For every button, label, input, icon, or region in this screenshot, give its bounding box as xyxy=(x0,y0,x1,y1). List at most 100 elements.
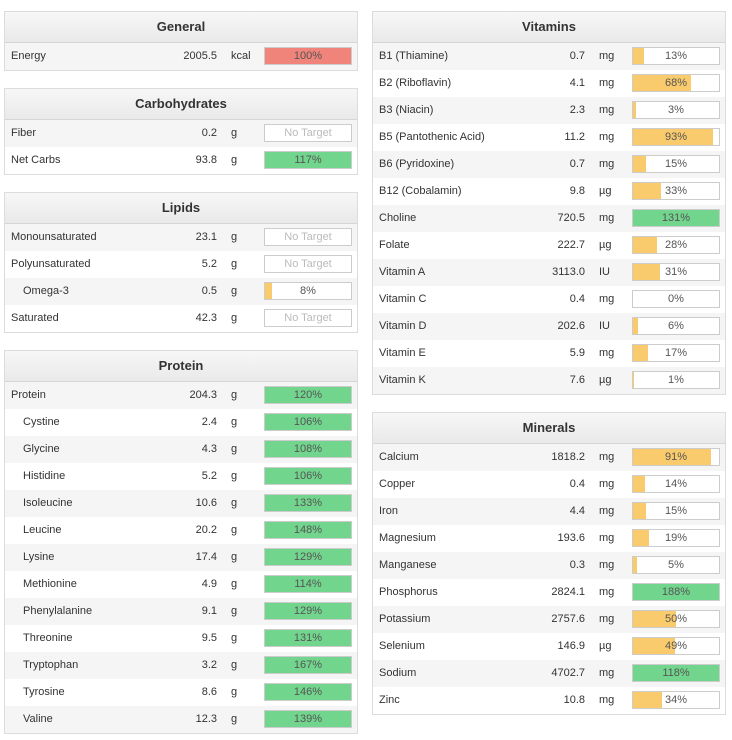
nutrient-unit: mg xyxy=(599,505,615,517)
nutrient-amount: 0.2 xyxy=(201,127,217,139)
nutrient-unit: mg xyxy=(599,347,615,359)
nutrient-name: Isoleucine xyxy=(23,497,73,509)
nutrient-row: B12 (Cobalamin) 9.8 µg 33% xyxy=(373,178,725,205)
nutrient-unit: g xyxy=(231,443,238,455)
nutrient-row: Methionine 4.9 g 114% xyxy=(5,571,357,598)
nutrient-row: Protein 204.3 g 120% xyxy=(5,382,357,409)
percent-label: 15% xyxy=(664,505,688,517)
nutrient-unit: µg xyxy=(599,239,612,251)
nutrient-name: Potassium xyxy=(379,613,431,625)
percent-label: 17% xyxy=(664,347,688,359)
percent-label: 117% xyxy=(294,154,322,166)
nutrient-unit: mg xyxy=(599,293,615,305)
nutrient-row: Monounsaturated 23.1 g No Target xyxy=(5,224,357,251)
nutrient-amount: 2.4 xyxy=(201,416,217,428)
percent-label: 5% xyxy=(668,559,684,571)
panel-rows: Protein 204.3 g 120% Cystine 2.4 g 106% Glycine 4… xyxy=(5,382,357,733)
target-fill xyxy=(633,210,719,226)
nutrient-name: B3 (Niacin) xyxy=(379,104,434,116)
no-target-label: No Target xyxy=(284,231,332,243)
target-bar: 106% xyxy=(264,413,352,431)
nutrient-row: Histidine 5.2 g 106% xyxy=(5,463,357,490)
target-bar: 120% xyxy=(264,386,352,404)
nutrient-name: Selenium xyxy=(379,640,425,652)
nutrient-unit: mg xyxy=(599,212,615,224)
nutrient-unit: g xyxy=(231,470,238,482)
nutrient-name: Iron xyxy=(379,505,398,517)
nutrient-row: Zinc 10.8 mg 34% xyxy=(373,687,725,714)
nutrient-amount: 4.1 xyxy=(569,77,585,89)
panel-rows: B1 (Thiamine) 0.7 mg 13% B2 (Riboflavin) 4.1 m… xyxy=(373,43,725,394)
no-target-label: No Target xyxy=(284,312,332,324)
percent-label: 14% xyxy=(664,478,688,490)
column: Vitamins B1 (Thiamine) 0.7 mg 13% B2 (Ribofla… xyxy=(372,11,726,732)
nutrient-row: Potassium 2757.6 mg 50% xyxy=(373,606,725,633)
target-bar: 146% xyxy=(264,683,352,701)
target-bar: 188% xyxy=(632,583,720,601)
target-bar: 8% xyxy=(264,282,352,300)
target-fill xyxy=(633,449,712,465)
nutrient-row: Glycine 4.3 g 108% xyxy=(5,436,357,463)
target-fill xyxy=(265,495,351,511)
nutrient-row: Magnesium 193.6 mg 19% xyxy=(373,525,725,552)
percent-label: 0% xyxy=(668,293,684,305)
nutrient-name: Calcium xyxy=(379,451,419,463)
nutrient-panel: Vitamins B1 (Thiamine) 0.7 mg 13% B2 (Ribofla… xyxy=(372,11,726,395)
target-fill xyxy=(633,530,650,546)
target-bar: 118% xyxy=(632,664,720,682)
target-fill xyxy=(265,657,351,673)
nutrient-unit: IU xyxy=(599,266,610,278)
nutrient-amount: 11.2 xyxy=(564,131,585,143)
percent-label: 6% xyxy=(668,320,684,332)
target-bar: 93% xyxy=(632,128,720,146)
percent-label: 33% xyxy=(664,185,688,197)
panel-title: Minerals xyxy=(373,413,725,444)
nutrient-name: Saturated xyxy=(11,312,59,324)
percent-label: 106% xyxy=(293,416,323,428)
target-fill xyxy=(633,638,676,654)
nutrient-unit: g xyxy=(231,659,238,671)
nutrient-unit: µg xyxy=(599,374,612,386)
target-fill xyxy=(633,129,713,145)
target-bar: 14% xyxy=(632,475,720,493)
nutrient-name: B12 (Cobalamin) xyxy=(379,185,462,197)
nutrient-amount: 5.9 xyxy=(569,347,585,359)
nutrient-row: Isoleucine 10.6 g 133% xyxy=(5,490,357,517)
percent-label: 148% xyxy=(293,524,323,536)
target-fill xyxy=(633,557,638,573)
target-fill xyxy=(633,611,676,627)
nutrient-amount: 9.5 xyxy=(201,632,217,644)
nutrient-row: Phenylalanine 9.1 g 129% xyxy=(5,598,357,625)
panel-rows: Fiber 0.2 g No Target Net Carbs 93.8 g 117% xyxy=(5,120,357,174)
percent-label: 100% xyxy=(293,50,323,62)
nutrient-unit: mg xyxy=(599,667,615,679)
percent-label: 188% xyxy=(661,586,691,598)
nutrient-amount: 204.3 xyxy=(189,389,217,401)
nutrient-name: Methionine xyxy=(23,578,77,590)
nutrient-name: Tryptophan xyxy=(23,659,79,671)
nutrient-name: Folate xyxy=(379,239,410,251)
nutrient-panel: Minerals Calcium 1818.2 mg 91% Copper 0.4 mg 14%… xyxy=(372,412,726,715)
nutrient-name: Phenylalanine xyxy=(23,605,93,617)
percent-label: 114% xyxy=(294,578,322,590)
nutrient-amount: 0.4 xyxy=(569,293,585,305)
nutrient-amount: 2824.1 xyxy=(551,586,585,598)
percent-label: 133% xyxy=(293,497,323,509)
nutrient-unit: g xyxy=(231,258,238,270)
nutrient-name: Histidine xyxy=(23,470,66,482)
nutrient-row: Vitamin E 5.9 mg 17% xyxy=(373,340,725,367)
target-bar: 129% xyxy=(264,548,352,566)
target-bar: 106% xyxy=(264,467,352,485)
target-bar: 15% xyxy=(632,502,720,520)
no-target-label: No Target xyxy=(284,258,332,270)
percent-label: 167% xyxy=(293,659,323,671)
target-bar: 33% xyxy=(632,182,720,200)
percent-label: 118% xyxy=(662,667,690,679)
percent-label: 68% xyxy=(664,77,688,89)
target-bar: 0% xyxy=(632,290,720,308)
nutrient-row: Folate 222.7 µg 28% xyxy=(373,232,725,259)
panel-title: Lipids xyxy=(5,193,357,224)
nutrient-name: Threonine xyxy=(23,632,73,644)
target-bar: 19% xyxy=(632,529,720,547)
nutrient-unit: kcal xyxy=(231,50,251,62)
